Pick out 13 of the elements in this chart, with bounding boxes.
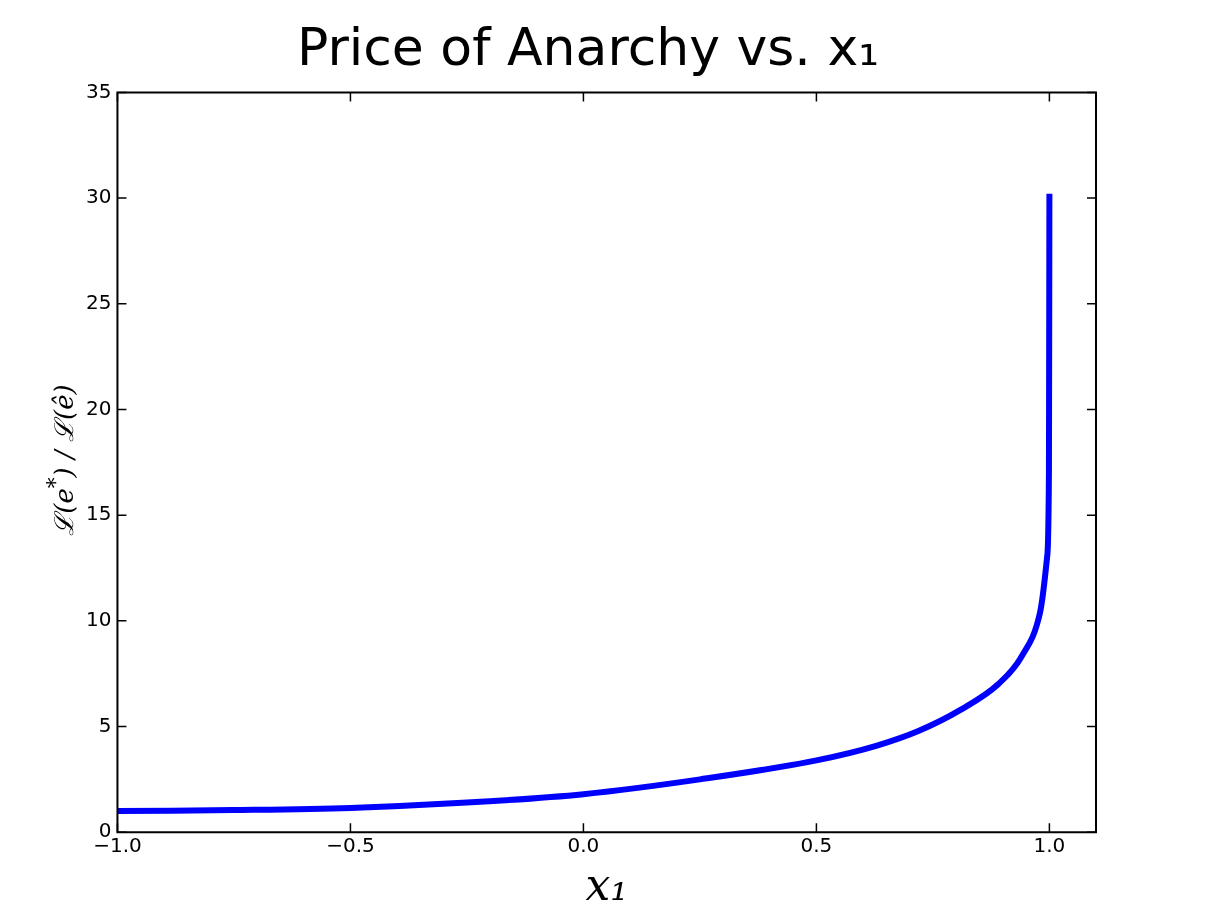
y-tick-label: 15 bbox=[86, 501, 112, 526]
y-tick-label: 25 bbox=[86, 289, 112, 314]
y-tick-label: 10 bbox=[86, 607, 112, 632]
y-tick-label: 30 bbox=[86, 184, 112, 209]
y-tick-label: 5 bbox=[98, 712, 112, 737]
x-tick-label: 1.0 bbox=[1033, 833, 1066, 858]
x-tick-label: −0.5 bbox=[326, 833, 375, 858]
y-tick-label: 20 bbox=[86, 395, 112, 420]
y-tick-label: 35 bbox=[86, 78, 112, 103]
chart-title: Price of Anarchy vs. x₁ bbox=[296, 16, 880, 77]
x-tick-label: 0.5 bbox=[800, 833, 833, 858]
x-axis-title: x₁ bbox=[585, 859, 628, 911]
x-tick-label: 0.0 bbox=[567, 833, 600, 858]
